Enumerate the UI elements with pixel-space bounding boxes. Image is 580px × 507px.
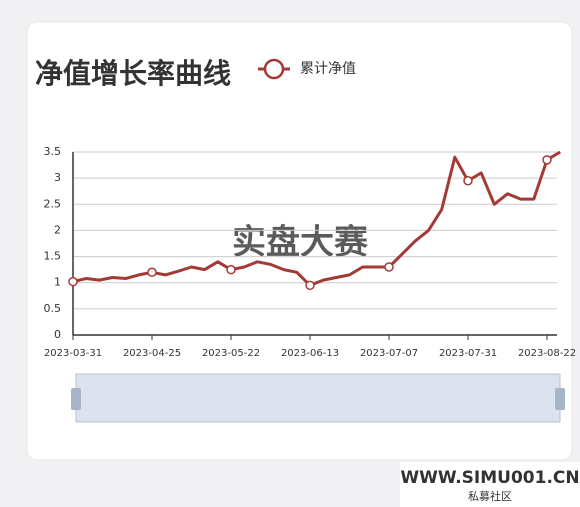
chart-title: 净值增长率曲线 — [35, 57, 231, 90]
watermark: 实盘大赛 — [232, 223, 369, 263]
legend-marker — [263, 58, 285, 80]
y-tick-label: 1 — [54, 276, 61, 289]
zoom-handle[interactable] — [71, 388, 81, 410]
x-tick-label: 2023-07-31 — [439, 348, 497, 359]
y-tick-label: 3 — [54, 171, 61, 184]
point-marker — [305, 280, 315, 291]
legend-label[interactable]: 累计净值 — [300, 61, 356, 77]
y-tick-label: 3.5 — [44, 145, 62, 158]
point-marker — [463, 176, 473, 186]
y-tick-label: 0 — [54, 328, 61, 341]
point-marker — [226, 264, 236, 275]
y-tick-label: 2 — [54, 223, 61, 236]
x-tick-label: 2023-06-13 — [281, 348, 339, 359]
x-tick-label: 2023-08-22 — [518, 348, 576, 359]
x-tick-label: 2023-04-25 — [123, 348, 181, 359]
site-url: WWW.SIMU001.CN — [400, 468, 579, 488]
zoom-handle[interactable] — [555, 388, 565, 410]
site-name: 私募社区 — [468, 489, 512, 503]
x-tick-label: 2023-03-31 — [44, 348, 102, 359]
y-tick-label: 2.5 — [44, 197, 62, 210]
x-tick-label: 2023-07-07 — [360, 348, 418, 359]
point-marker — [68, 276, 78, 287]
zoom-slider[interactable] — [75, 373, 561, 423]
point-marker — [542, 155, 552, 165]
logo-box — [400, 462, 580, 507]
y-tick-label: 1.5 — [44, 250, 62, 263]
point-marker — [384, 262, 394, 272]
card — [26, 21, 573, 461]
point-marker — [147, 267, 157, 278]
y-tick-label: 0.5 — [44, 302, 62, 315]
x-tick-label: 2023-05-22 — [202, 348, 260, 359]
